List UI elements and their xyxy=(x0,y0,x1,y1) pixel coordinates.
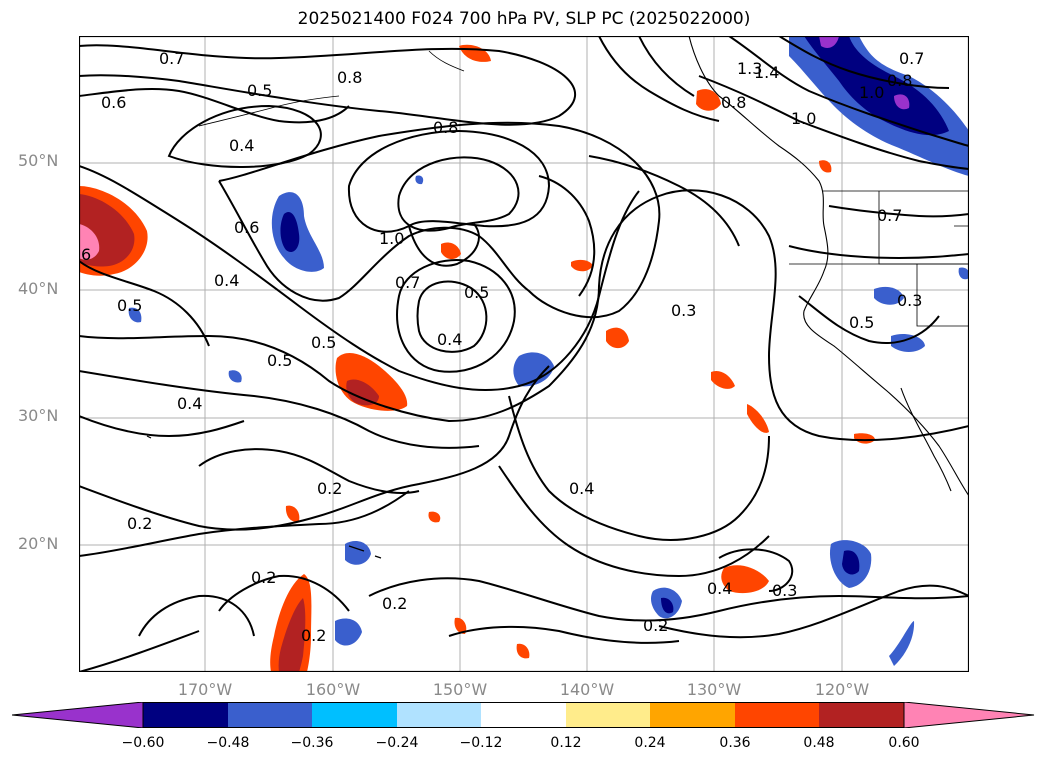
contour-label: 0.3 xyxy=(897,291,922,310)
contour-label: 0.4 xyxy=(707,579,732,598)
colorbar-bin xyxy=(143,702,228,728)
colorbar-tick: −0.60 xyxy=(121,735,165,751)
colorbar-tick: −0.24 xyxy=(375,735,419,751)
contour-label: 0.8 xyxy=(887,71,912,90)
contour-label: 0.2 xyxy=(127,514,152,533)
contour-label: 0.4 xyxy=(177,394,202,413)
contour-label: 0.5 xyxy=(267,351,292,370)
contour-label: 1.0 xyxy=(791,109,816,128)
contour-label: 0.3 xyxy=(772,581,797,600)
contour-label: 0.5 xyxy=(117,296,142,315)
contour-label: 0.7 xyxy=(395,273,420,292)
colorbar-bin xyxy=(735,702,819,728)
colorbar-extend-low xyxy=(12,702,144,728)
lat-label: 50°N xyxy=(18,151,59,170)
pv-shading xyxy=(79,36,969,672)
contour-label: 6 xyxy=(81,245,91,264)
contour-label: 1.0 xyxy=(379,229,404,248)
contour-label: 0.4 xyxy=(437,330,462,349)
contour-label: 0.6 xyxy=(101,93,126,112)
slp-contours xyxy=(79,36,969,672)
map-title: 2025021400 F024 700 hPa PV, SLP PC (2025… xyxy=(297,9,751,29)
contour-label: 0.2 xyxy=(643,616,668,635)
contour-label: 0.5 xyxy=(311,333,336,352)
colorbar-tick: 0.24 xyxy=(634,735,666,751)
contour-label: 0.8 xyxy=(337,68,362,87)
contour-label: 0.7 xyxy=(877,206,902,225)
colorbar-tick: −0.48 xyxy=(206,735,250,751)
colorbar-bin xyxy=(819,702,904,728)
contour-label: 1.4 xyxy=(754,63,779,82)
map-frame xyxy=(79,36,969,672)
lon-label: 130°W xyxy=(686,680,742,699)
colorbar-tick: 0.12 xyxy=(550,735,582,751)
contour-label: 0.2 xyxy=(301,626,326,645)
contour-label: 0.4 xyxy=(569,479,594,498)
contour-label: 0.3 xyxy=(671,301,696,320)
lon-label: 140°W xyxy=(559,680,615,699)
colorbar-tick: 0.60 xyxy=(888,735,920,751)
pv-slp-map: 0.7 0.8 0.5 0.6 0.4 0.8 1.0 0.6 0.4 0.5 … xyxy=(79,36,969,672)
lon-label: 150°W xyxy=(432,680,488,699)
contour-label: 0.5 xyxy=(849,313,874,332)
contour-labels: 0.7 0.8 0.5 0.6 0.4 0.8 1.0 0.6 0.4 0.5 … xyxy=(81,49,924,645)
contour-label: 0.2 xyxy=(317,479,342,498)
colorbar-tick: −0.12 xyxy=(459,735,503,751)
colorbar-tick: 0.36 xyxy=(719,735,751,751)
lon-label: 170°W xyxy=(177,680,233,699)
contour-label: 0.2 xyxy=(382,594,407,613)
contour-label: 0.5 xyxy=(247,81,272,100)
colorbar-bin xyxy=(650,702,735,728)
colorbar-bin xyxy=(228,702,312,728)
contour-label: 0.4 xyxy=(214,271,239,290)
contour-label: 0.7 xyxy=(159,49,184,68)
colorbar-bin xyxy=(397,702,481,728)
lon-label: 120°W xyxy=(814,680,870,699)
contour-label: 1.0 xyxy=(859,83,884,102)
contour-label: 1.3 xyxy=(737,59,762,78)
contour-label: 0.6 xyxy=(234,218,259,237)
contour-label: 0.8 xyxy=(433,118,458,137)
colorbar-bin xyxy=(481,702,566,728)
contour-label: 0.7 xyxy=(899,49,924,68)
lat-label: 20°N xyxy=(18,534,59,553)
lat-label: 40°N xyxy=(18,279,59,298)
colorbar-bin xyxy=(312,702,397,728)
colorbar-tick: −0.36 xyxy=(290,735,334,751)
colorbar-extend-high xyxy=(903,702,1035,728)
pv-negative-145w xyxy=(513,352,554,387)
contour-label: 0.2 xyxy=(251,568,276,587)
colorbar-tick: 0.48 xyxy=(803,735,835,751)
lat-label: 30°N xyxy=(18,406,59,425)
contour-label: 0.4 xyxy=(229,136,254,155)
contour-label: 0.5 xyxy=(464,283,489,302)
lon-label: 160°W xyxy=(305,680,361,699)
colorbar-bin xyxy=(566,702,650,728)
colorbar xyxy=(12,702,1035,728)
contour-label: 0.8 xyxy=(721,93,746,112)
